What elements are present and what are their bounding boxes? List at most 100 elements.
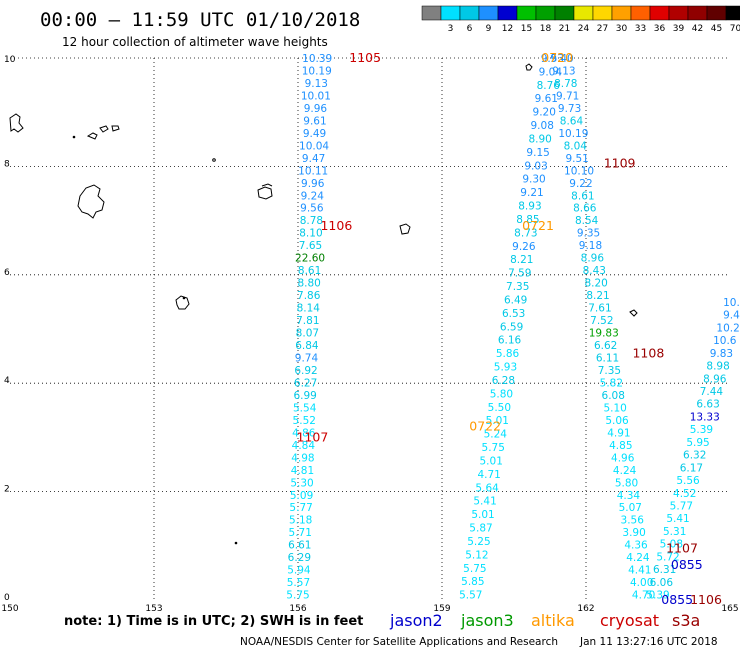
swh-value-mark: 10.39 <box>302 53 332 65</box>
legend-bin-label: 45 <box>711 24 722 34</box>
swh-value-mark: 6.28 <box>492 375 515 387</box>
swh-value-mark: 5.75 <box>286 590 309 602</box>
swh-value-mark: 9.18 <box>579 240 602 252</box>
swh-value-mark: 5.57 <box>459 590 482 602</box>
island-outline <box>86 125 120 140</box>
pass-time-label: 1106 <box>690 592 722 607</box>
swh-value-mark: 6.27 <box>294 377 317 389</box>
swh-value-mark: 5.80 <box>615 477 638 489</box>
swh-value-mark: 19.83 <box>589 328 619 340</box>
swh-value-mark: 4.71 <box>477 469 500 481</box>
swh-value-mark: 5.09 <box>290 490 313 502</box>
swh-value-mark: 8.76 <box>537 80 561 92</box>
island-outlines <box>9 63 638 545</box>
swh-value-mark: 9.03 <box>524 160 547 172</box>
island-outline <box>175 295 190 310</box>
swh-value-mark: 22.60 <box>295 253 325 265</box>
swh-value-mark: 6.08 <box>602 390 625 402</box>
swh-value-mark: 5.95 <box>686 437 709 449</box>
swh-value-mark: 10.7 <box>723 297 740 309</box>
swh-value-mark: 8.78 <box>300 215 323 227</box>
pass-time-label: 1107 <box>296 429 328 444</box>
legend-swatch <box>725 5 740 21</box>
y-tick-label: 8 <box>4 159 10 169</box>
swh-value-mark: 9.51 <box>565 153 588 165</box>
footer-timestamp: Jan 11 13:27:16 UTC 2018 <box>579 636 718 648</box>
swh-value-mark: 9.26 <box>512 241 536 253</box>
swh-value-mark: 13.33 <box>690 411 720 423</box>
swh-value-mark: 5.64 <box>475 482 499 494</box>
chart-title: 00:00 – 11:59 UTC 01/10/2018 <box>40 9 360 31</box>
y-tick-label: 10 <box>4 55 16 65</box>
legend-swatch <box>668 5 689 21</box>
swh-value-mark: 9.53 <box>541 53 564 65</box>
swh-value-mark: 6.92 <box>294 365 317 377</box>
swh-value-mark: 5.07 <box>619 502 642 514</box>
swh-value-mark: 10.10 <box>564 165 594 177</box>
swh-value-mark: 5.24 <box>484 429 508 441</box>
swh-value-mark: 9.20 <box>533 107 556 119</box>
satellite-name: jason3 <box>460 611 514 630</box>
legend-swatch <box>630 5 651 21</box>
swh-value-mark: 4.91 <box>607 427 630 439</box>
swh-value-mark: 8.43 <box>583 265 606 277</box>
legend-swatch <box>459 5 480 21</box>
satellite-name: cryosat <box>600 611 659 630</box>
x-tick-label: 165 <box>721 604 738 614</box>
legend-swatch <box>516 5 537 21</box>
swh-value-mark: 6.53 <box>502 308 525 320</box>
swh-value-mark: 3.56 <box>621 515 645 527</box>
swh-value-mark: 9.74 <box>295 352 319 364</box>
swh-value-mark: 10.19 <box>558 128 588 140</box>
swh-value-mark: 10.6 <box>713 335 737 347</box>
swh-value-mark: 10.04 <box>299 140 329 152</box>
pass-time-label: 1106 <box>320 218 352 233</box>
x-tick-label: 150 <box>1 604 18 614</box>
swh-value-mark: 5.30 <box>290 477 313 489</box>
legend-bin-label: 30 <box>616 24 628 34</box>
swh-value-mark: 8.66 <box>573 203 597 215</box>
swh-value-mark: 7.44 <box>700 386 724 398</box>
swh-value-mark: 7.65 <box>299 240 322 252</box>
legend-bin-label: 70 <box>730 24 740 34</box>
swh-value-mark: 8.85 <box>516 214 539 226</box>
swh-value-mark: 7.61 <box>588 303 611 315</box>
swh-value-mark: 7.35 <box>506 281 529 293</box>
swh-value-mark: 5.01 <box>480 455 503 467</box>
swh-value-mark: 4.85 <box>609 440 632 452</box>
swh-value-mark: 9.61 <box>303 115 326 127</box>
legend-swatch <box>706 5 727 21</box>
swh-value-mark: 8.73 <box>514 227 537 239</box>
swh-value-mark: 5.50 <box>488 402 511 414</box>
swh-value-mark: 6.17 <box>680 462 703 474</box>
pass-time-label: 1107 <box>666 541 698 556</box>
swh-value-mark: 4.52 <box>673 488 696 500</box>
legend-swatch <box>440 5 461 21</box>
swh-value-mark: 6.31 <box>653 564 676 576</box>
legend-bin-label: 39 <box>673 24 685 34</box>
satellite-legend: jason2 jason3 altika cryosat s3a <box>389 611 700 630</box>
units-note: note: 1) Time is in UTC; 2) SWH is in fe… <box>64 614 363 629</box>
swh-value-mark: 5.77 <box>670 501 693 513</box>
swh-value-mark: 7.86 <box>297 290 321 302</box>
island-outline <box>257 183 273 200</box>
swh-value-mark: 9.30 <box>522 174 545 186</box>
gridlines <box>10 57 730 600</box>
swh-value-mark: 4.86 <box>292 427 316 439</box>
swh-value-mark: 5.01 <box>486 415 509 427</box>
swh-value-mark: 9.40 <box>550 53 573 65</box>
swh-value-mark: 7.81 <box>296 315 319 327</box>
swh-value-mark: 6.11 <box>596 352 619 364</box>
wave-height-tracks: 10.3910.199.1310.019.969.619.4910.049.47… <box>286 53 740 602</box>
pass-time-label: 0721 <box>522 218 554 233</box>
swh-value-mark: 4.81 <box>291 465 314 477</box>
swh-value-mark: 8.61 <box>298 265 321 277</box>
swh-value-mark: 6.63 <box>696 399 719 411</box>
swh-value-mark: 5.10 <box>603 402 626 414</box>
swh-value-mark: 8.96 <box>703 373 727 385</box>
swh-value-mark: 6.84 <box>295 340 319 352</box>
plot-area: 10.3910.199.1310.019.969.619.4910.049.47… <box>1 50 740 614</box>
swh-value-mark: 8.96 <box>581 253 605 265</box>
